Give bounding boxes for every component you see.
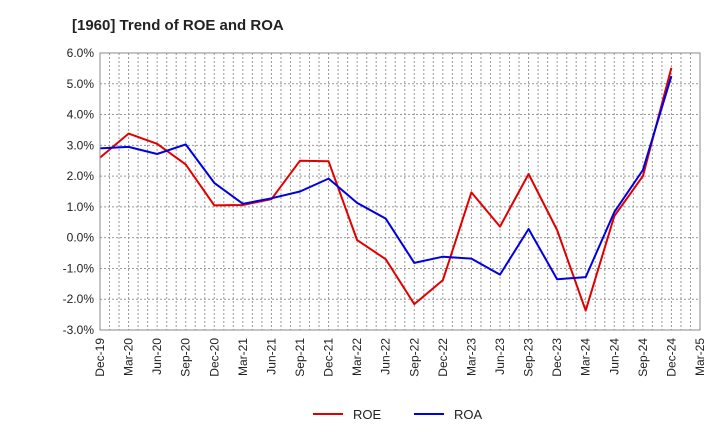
x-tick-label: Dec-21 [322, 338, 336, 377]
y-tick-label: 1.0% [67, 200, 95, 214]
y-axis: -3.0% -2.0% -1.0% 0.0% 1.0% 2.0% 3.0% 4.0% 5.0% 6… [63, 46, 95, 337]
legend-label-roe: ROE [353, 407, 382, 422]
y-tick-label: 5.0% [67, 77, 95, 91]
x-tick-label: Mar-24 [579, 338, 593, 376]
chart-title: [1960] Trend of ROE and ROA [72, 17, 284, 34]
y-tick-label: 0.0% [67, 231, 95, 245]
x-axis: Dec-19 Mar-20 Jun-20 Sep-20 Dec-20 Mar-21 Jun-… [93, 338, 707, 377]
legend: ROE ROA [313, 407, 483, 422]
x-tick-label: Jun-22 [379, 338, 393, 375]
y-tick-label: 4.0% [67, 108, 95, 122]
legend-label-roa: ROA [454, 407, 483, 422]
x-tick-label: Sep-21 [293, 338, 307, 377]
x-tick-label: Sep-23 [522, 338, 536, 377]
x-tick-label: Dec-24 [664, 338, 678, 377]
x-tick-label: Dec-23 [550, 338, 564, 377]
x-tick-label: Mar-25 [693, 338, 707, 376]
x-tick-label: Jun-23 [493, 338, 507, 375]
series-line-roa [99, 75, 673, 281]
series-lines [99, 67, 673, 312]
plot-frame [99, 52, 701, 331]
x-tick-label: Sep-20 [179, 338, 193, 377]
x-tick-label: Mar-22 [350, 338, 364, 376]
y-tick-label: -3.0% [63, 323, 95, 337]
y-tick-label: 3.0% [67, 138, 95, 152]
y-tick-label: 6.0% [67, 46, 95, 60]
x-tick-label: Sep-24 [636, 338, 650, 377]
y-tick-label: -1.0% [63, 261, 95, 275]
x-tick-label: Dec-19 [93, 338, 107, 377]
y-tick-label: 2.0% [67, 169, 95, 183]
x-tick-label: Jun-21 [264, 338, 278, 375]
x-tick-label: Jun-20 [150, 338, 164, 375]
series-line-roe [99, 67, 673, 312]
x-tick-label: Dec-22 [436, 338, 450, 377]
x-tick-label: Dec-20 [207, 338, 221, 377]
x-tick-label: Mar-21 [236, 338, 250, 376]
grid [99, 52, 701, 331]
x-tick-label: Mar-20 [122, 338, 136, 376]
x-tick-label: Jun-24 [607, 338, 621, 375]
x-tick-label: Sep-22 [407, 338, 421, 377]
y-tick-label: -2.0% [63, 292, 95, 306]
x-tick-label: Mar-23 [464, 338, 478, 376]
